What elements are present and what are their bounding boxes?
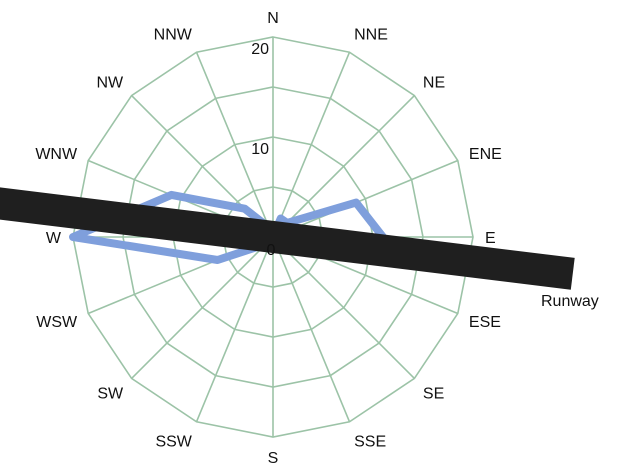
grid-spoke bbox=[272, 236, 415, 379]
direction-label-s: S bbox=[268, 450, 279, 464]
grid-spoke bbox=[195, 51, 274, 238]
direction-label-ene: ENE bbox=[469, 146, 502, 163]
direction-label-se: SE bbox=[423, 386, 444, 403]
grid-spoke bbox=[272, 95, 415, 238]
direction-label-wnw: WNW bbox=[35, 146, 78, 163]
direction-label-nne: NNE bbox=[354, 27, 388, 44]
runway-annotation-layer bbox=[0, 187, 575, 290]
label-layer: 0 10 20 N NNE NE ENE E ESE SE SSE S SSW SW WSW W WNW NW NN… bbox=[35, 10, 599, 467]
direction-label-sw: SW bbox=[97, 386, 124, 403]
direction-label-sse: SSE bbox=[354, 433, 386, 450]
grid-spoke bbox=[131, 236, 274, 379]
radial-tick-label: 0 bbox=[267, 242, 276, 259]
direction-label-n: N bbox=[267, 10, 279, 27]
radial-tick-label: 20 bbox=[251, 41, 269, 58]
direction-label-wsw: WSW bbox=[36, 314, 78, 331]
direction-label-ssw: SSW bbox=[155, 433, 192, 450]
direction-label-e: E bbox=[485, 230, 496, 247]
grid-spoke bbox=[195, 236, 274, 423]
grid-spoke bbox=[272, 51, 351, 238]
direction-label-ese: ESE bbox=[469, 314, 501, 331]
direction-label-ne: NE bbox=[423, 74, 445, 91]
direction-label-w: W bbox=[46, 230, 62, 247]
direction-label-nw: NW bbox=[96, 74, 124, 91]
runway-band bbox=[0, 187, 575, 290]
direction-label-nnw: NNW bbox=[154, 27, 193, 44]
grid-spoke bbox=[272, 159, 459, 238]
radial-tick-label: 10 bbox=[251, 141, 269, 158]
runway-label: Runway bbox=[541, 293, 599, 310]
grid-spoke bbox=[272, 236, 351, 423]
